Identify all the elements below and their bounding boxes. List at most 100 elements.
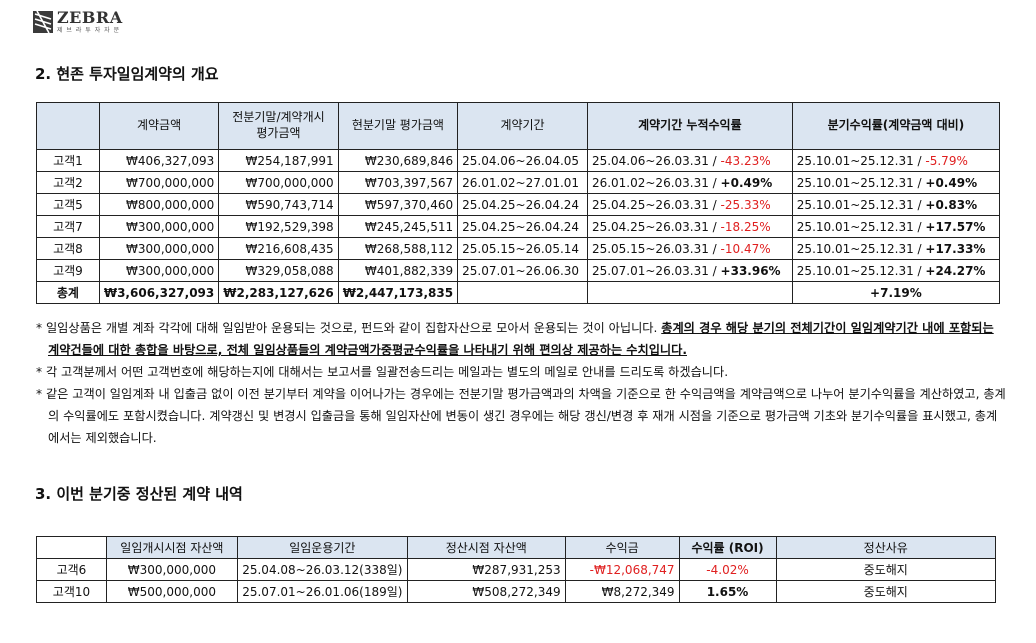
contract-amount: ₩700,000,000 bbox=[98, 171, 220, 194]
total-quarter-rate: +7.19% bbox=[791, 281, 1001, 304]
header-contract-period: 계약기간 bbox=[457, 102, 588, 150]
total-label: 총계 bbox=[36, 281, 100, 304]
cumulative-return: 25.04.25~26.03.31 / -18.25% bbox=[586, 215, 793, 238]
quarter-rate: +0.83% bbox=[925, 197, 978, 212]
table-row: 고객8 ₩300,000,000 ₩216,608,435 ₩268,588,112 2… bbox=[36, 237, 1001, 260]
quarter-period: 25.10.01~25.12.31 / bbox=[796, 153, 926, 168]
prev-value: ₩329,058,088 bbox=[218, 259, 339, 282]
cumulative-return: 25.04.25~26.03.31 / -25.33% bbox=[586, 193, 793, 216]
client-name: 고객10 bbox=[36, 580, 107, 603]
start-asset: ₩500,000,000 bbox=[105, 580, 238, 603]
header-cumulative-return: 계약기간 누적수익률 bbox=[586, 102, 793, 150]
prev-value: ₩254,187,991 bbox=[218, 149, 339, 172]
table-header-row: 일임개시시점 자산액 일임운용기간 정산시점 자산액 수익금 수익률 (ROI)… bbox=[36, 536, 996, 559]
quarter-return: 25.10.01~25.12.31 / +17.57% bbox=[791, 215, 1001, 238]
header-profit: 수익금 bbox=[564, 536, 680, 559]
contract-period: 25.04.25~26.04.24 bbox=[457, 193, 588, 216]
curr-value: ₩703,397,567 bbox=[337, 171, 459, 194]
section2-title: 2. 현존 투자일임계약의 개요 bbox=[35, 65, 219, 83]
table-header-row: 계약금액 전분기말/계약개시 평가금액 현분기말 평가금액 계약기간 계약기간 누… bbox=[36, 102, 1001, 150]
quarter-rate: -5.79% bbox=[925, 153, 968, 168]
cumulative-rate: +33.96% bbox=[720, 263, 781, 278]
quarter-period: 25.10.01~25.12.31 / bbox=[796, 175, 926, 190]
profit: ₩8,272,349 bbox=[564, 580, 680, 603]
total-row: 총계 ₩3,606,327,093 ₩2,283,127,626 ₩2,447,173… bbox=[36, 281, 1001, 304]
cumulative-rate: -10.47% bbox=[720, 241, 771, 256]
settled-contracts-table: 일임개시시점 자산액 일임운용기간 정산시점 자산액 수익금 수익률 (ROI)… bbox=[36, 536, 996, 603]
table-row: 고객5 ₩800,000,000 ₩590,743,714 ₩597,370,460 2… bbox=[36, 193, 1001, 216]
contract-amount: ₩300,000,000 bbox=[98, 215, 220, 238]
cumulative-period: 25.04.25~26.03.31 / bbox=[591, 219, 721, 234]
quarter-period: 25.10.01~25.12.31 / bbox=[796, 219, 926, 234]
client-name: 고객5 bbox=[36, 193, 100, 216]
table-row: 고객9 ₩300,000,000 ₩329,058,088 ₩401,882,339 2… bbox=[36, 259, 1001, 282]
client-name: 고객9 bbox=[36, 259, 100, 282]
table-row: 고객6 ₩300,000,000 25.04.08~26.03.12(338일) ₩2… bbox=[36, 558, 996, 581]
prev-value: ₩192,529,398 bbox=[218, 215, 339, 238]
quarter-return: 25.10.01~25.12.31 / -5.79% bbox=[791, 149, 1001, 172]
settlement-reason: 중도해지 bbox=[775, 558, 996, 581]
contract-period: 25.05.15~26.05.14 bbox=[457, 237, 588, 260]
curr-value: ₩230,689,846 bbox=[337, 149, 459, 172]
header-prev-value: 전분기말/계약개시 평가금액 bbox=[218, 102, 339, 150]
operation-period: 25.07.01~26.01.06(189일) bbox=[236, 580, 408, 603]
header-roi: 수익률 (ROI) bbox=[678, 536, 777, 559]
start-asset: ₩300,000,000 bbox=[105, 558, 238, 581]
header-operation-period: 일임운용기간 bbox=[236, 536, 408, 559]
cumulative-rate: -43.23% bbox=[720, 153, 771, 168]
logo-subtitle: 제 브 라 투 자 자 문 bbox=[57, 27, 121, 34]
cumulative-period: 25.04.25~26.03.31 / bbox=[591, 197, 721, 212]
header-contract-amount: 계약금액 bbox=[98, 102, 220, 150]
contract-amount: ₩800,000,000 bbox=[98, 193, 220, 216]
quarter-return: 25.10.01~25.12.31 / +0.49% bbox=[791, 171, 1001, 194]
total-amount: ₩3,606,327,093 bbox=[98, 281, 220, 304]
contract-period: 25.04.25~26.04.24 bbox=[457, 215, 588, 238]
quarter-return: 25.10.01~25.12.31 / +0.83% bbox=[791, 193, 1001, 216]
profit: -₩12,068,747 bbox=[564, 558, 680, 581]
header-blank bbox=[36, 102, 100, 150]
roi: -4.02% bbox=[678, 558, 777, 581]
client-name: 고객6 bbox=[36, 558, 107, 581]
curr-value: ₩597,370,460 bbox=[337, 193, 459, 216]
zebra-logo: ZEBRA 제 브 라 투 자 자 문 bbox=[33, 10, 123, 34]
header-settlement-reason: 정산사유 bbox=[775, 536, 996, 559]
client-name: 고객7 bbox=[36, 215, 100, 238]
contract-period: 25.07.01~26.06.30 bbox=[457, 259, 588, 282]
note-2: * 각 고객분께서 어떤 고객번호에 해당하는지에 대해서는 보고서를 일괄전송… bbox=[36, 365, 729, 379]
quarter-rate: +17.57% bbox=[925, 219, 986, 234]
cumulative-rate: -18.25% bbox=[720, 219, 771, 234]
total-prev: ₩2,283,127,626 bbox=[218, 281, 339, 304]
section3-title: 3. 이번 분기중 정산된 계약 내역 bbox=[35, 485, 243, 503]
cumulative-return: 25.07.01~26.03.31 / +33.96% bbox=[586, 259, 793, 282]
note-1-emphasis: 총계의 경우 해당 분기의 전체기간이 일임계약기간 내에 포함되는 계약건들에… bbox=[48, 321, 994, 357]
total-empty-period bbox=[457, 281, 588, 304]
active-contracts-body: 고객1 ₩406,327,093 ₩254,187,991 ₩230,689,846 2… bbox=[36, 149, 1001, 304]
header-prev-value-text: 전분기말/계약개시 평가금액 bbox=[232, 110, 325, 140]
quarter-period: 25.10.01~25.12.31 / bbox=[796, 241, 926, 256]
table-row: 고객1 ₩406,327,093 ₩254,187,991 ₩230,689,846 2… bbox=[36, 149, 1001, 172]
contract-period: 26.01.02~27.01.01 bbox=[457, 171, 588, 194]
cumulative-rate: +0.49% bbox=[720, 175, 773, 190]
cumulative-period: 25.07.01~26.03.31 / bbox=[591, 263, 721, 278]
header-blank bbox=[36, 536, 107, 559]
table-row: 고객10 ₩500,000,000 25.07.01~26.01.06(189일) ₩… bbox=[36, 580, 996, 603]
header-curr-value: 현분기말 평가금액 bbox=[337, 102, 459, 150]
cumulative-period: 25.05.15~26.03.31 / bbox=[591, 241, 721, 256]
prev-value: ₩700,000,000 bbox=[218, 171, 339, 194]
note-1-plain: * 일임상품은 개별 계좌 각각에 대해 일임받아 운용되는 것으로, 펀드와 … bbox=[36, 321, 662, 335]
active-contracts-table: 계약금액 전분기말/계약개시 평가금액 현분기말 평가금액 계약기간 계약기간 누… bbox=[36, 102, 1001, 304]
settlement-asset: ₩508,272,349 bbox=[406, 580, 566, 603]
quarter-rate: +17.33% bbox=[925, 241, 986, 256]
curr-value: ₩401,882,339 bbox=[337, 259, 459, 282]
contract-period: 25.04.06~26.04.05 bbox=[457, 149, 588, 172]
quarter-period: 25.10.01~25.12.31 / bbox=[796, 197, 926, 212]
table-row: 고객7 ₩300,000,000 ₩192,529,398 ₩245,245,511 2… bbox=[36, 215, 1001, 238]
operation-period: 25.04.08~26.03.12(338일) bbox=[236, 558, 408, 581]
note-3: * 같은 고객이 일임계좌 내 입출금 없이 이전 분기부터 계약을 이어나가는… bbox=[36, 387, 1006, 445]
logo-name: ZEBRA bbox=[57, 8, 123, 27]
settled-contracts-body: 고객6 ₩300,000,000 25.04.08~26.03.12(338일) ₩2… bbox=[36, 558, 996, 603]
client-name: 고객8 bbox=[36, 237, 100, 260]
client-name: 고객1 bbox=[36, 149, 100, 172]
cumulative-period: 25.04.06~26.03.31 / bbox=[591, 153, 721, 168]
contract-amount: ₩406,327,093 bbox=[98, 149, 220, 172]
